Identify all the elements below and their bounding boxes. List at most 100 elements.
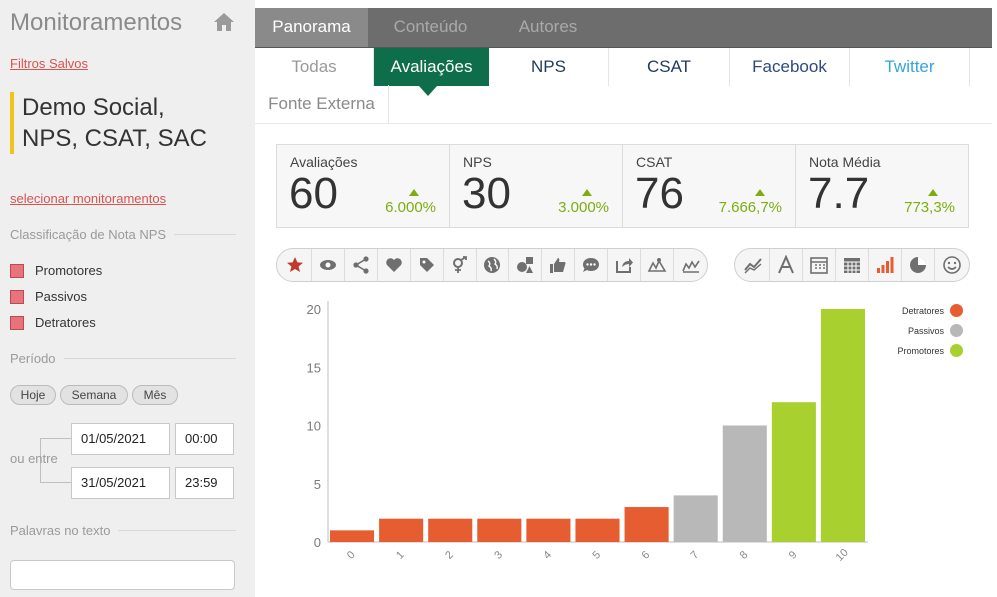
- preset-month-button[interactable]: Mês: [132, 385, 178, 405]
- subtab-todas[interactable]: Todas: [255, 48, 374, 86]
- checkbox-label: Promotores: [35, 263, 103, 278]
- chat-icon[interactable]: [575, 249, 609, 281]
- x-tick-label: 3: [492, 549, 505, 562]
- sidebar: Monitoramentos Filtros Salvos Demo Socia…: [0, 0, 255, 597]
- calendar-icon[interactable]: [803, 249, 836, 281]
- checkbox-label: Passivos: [35, 289, 88, 304]
- monitor-name-line-1: Demo Social,: [22, 94, 165, 121]
- bar-10: [820, 309, 865, 542]
- map-icon[interactable]: [641, 249, 675, 281]
- start-date-field[interactable]: 01/05/2021: [71, 423, 170, 455]
- preset-today-button[interactable]: Hoje: [10, 385, 56, 405]
- words-input[interactable]: [10, 560, 235, 590]
- date-bracket-bottom: [40, 482, 71, 483]
- subtab-fonte-externa[interactable]: Fonte Externa: [255, 85, 389, 123]
- subtab-avaliacoes[interactable]: Avaliações: [374, 48, 489, 86]
- legend-swatch: [950, 344, 963, 357]
- up-arrow-icon: [928, 189, 938, 196]
- gender-icon[interactable]: [444, 249, 477, 281]
- kpi-label: Nota Média: [809, 154, 881, 170]
- kpi-delta: 6.000%: [385, 199, 436, 216]
- calendar-grid-icon[interactable]: [836, 249, 869, 281]
- kpi-label: NPS: [463, 154, 492, 170]
- kpi-delta: 3.000%: [558, 199, 609, 216]
- forward-icon[interactable]: [608, 249, 642, 281]
- line-chart-icon[interactable]: [737, 249, 770, 281]
- kpi-delta: 773,3%: [904, 199, 955, 216]
- checkbox-label: Detratores: [35, 315, 96, 330]
- thumbs-icon[interactable]: [542, 249, 576, 281]
- heart-icon[interactable]: [378, 249, 411, 281]
- kpi-value: 30: [462, 169, 511, 218]
- kpi-label: Avaliações: [290, 154, 358, 170]
- x-tick-label: 4: [541, 549, 554, 562]
- monitor-name: Demo Social, NPS, CSAT, SAC: [10, 92, 240, 154]
- up-arrow-icon: [409, 189, 419, 196]
- kpi-label: CSAT: [636, 154, 673, 170]
- globe-icon[interactable]: [477, 249, 510, 281]
- bar-8: [722, 425, 767, 542]
- x-tick-label: 9: [787, 549, 800, 562]
- kpi-panel: Avaliações 60 6.000% NPS 30 3.000% CSAT …: [276, 144, 969, 228]
- smiley-icon[interactable]: [935, 249, 968, 281]
- words-heading: Palavras no texto: [10, 523, 236, 538]
- up-arrow-icon: [755, 189, 765, 196]
- start-time-field[interactable]: 00:00: [175, 423, 234, 455]
- map-alt-icon[interactable]: [674, 249, 707, 281]
- date-bracket: [40, 438, 41, 482]
- saved-filters-link[interactable]: Filtros Salvos: [10, 56, 89, 71]
- select-monitors-link[interactable]: selecionar monitoramentos: [10, 191, 167, 206]
- pie-chart-icon[interactable]: [902, 249, 935, 281]
- checkbox-passivos[interactable]: Passivos: [10, 289, 87, 304]
- tab-panorama[interactable]: Panorama: [255, 8, 368, 47]
- share-icon[interactable]: [345, 249, 378, 281]
- end-date-field[interactable]: 31/05/2021: [71, 467, 170, 499]
- words-label: Palavras no texto: [10, 523, 111, 538]
- checkbox-promotores[interactable]: Promotores: [10, 263, 102, 278]
- tab-autores[interactable]: Autores: [518, 17, 578, 36]
- chart-type-toolbar: [734, 248, 970, 282]
- eye-icon[interactable]: [312, 249, 345, 281]
- bar-0: [330, 530, 375, 542]
- x-tick-label: 10: [834, 547, 851, 564]
- kpi-value: 7.7: [808, 169, 870, 218]
- bar-6: [624, 507, 669, 542]
- subtab-facebook[interactable]: Facebook: [730, 48, 850, 86]
- bar-3: [477, 518, 522, 542]
- shapes-icon[interactable]: [509, 249, 543, 281]
- kpi-csat: CSAT 76 7.666,7%: [623, 145, 796, 227]
- legend-swatch: [950, 324, 963, 337]
- x-tick-label: 2: [443, 549, 456, 562]
- checkbox-box[interactable]: [10, 289, 24, 304]
- home-icon[interactable]: [213, 12, 235, 32]
- nps-classification-label: Classificação de Nota NPS: [10, 227, 167, 242]
- legend-label: Promotores: [897, 345, 944, 356]
- legend-detratores: Detratores: [880, 304, 963, 317]
- subtab-csat[interactable]: CSAT: [609, 48, 730, 86]
- subtab-twitter[interactable]: Twitter: [850, 48, 970, 86]
- y-tick-label: 15: [307, 360, 321, 375]
- top-tab-bar: Panorama Conteúdo Autores: [255, 8, 992, 48]
- active-tab-pointer: [419, 86, 437, 96]
- or-between-label: ou entre: [10, 451, 58, 466]
- bar-2: [428, 518, 473, 542]
- legend-label: Detratores: [901, 305, 944, 316]
- up-arrow-icon: [582, 189, 592, 196]
- checkbox-detratores[interactable]: Detratores: [10, 315, 96, 330]
- bar-4: [526, 518, 571, 542]
- tag-icon[interactable]: [411, 249, 444, 281]
- kpi-value: 60: [289, 169, 338, 218]
- subtab-nps[interactable]: NPS: [489, 48, 609, 86]
- bar-chart-icon[interactable]: [869, 249, 902, 281]
- nps-bar-chart: 0 5 10 15 20 0 1 2 3 4 5 6 7 8 9 10: [307, 301, 868, 564]
- preset-week-button[interactable]: Semana: [60, 385, 128, 405]
- star-icon[interactable]: [279, 249, 312, 281]
- font-icon[interactable]: [770, 249, 803, 281]
- tab-conteudo[interactable]: Conteúdo: [393, 17, 468, 36]
- checkbox-box[interactable]: [10, 315, 24, 330]
- checkbox-box[interactable]: [10, 263, 24, 278]
- x-tick-label: 7: [689, 549, 702, 562]
- end-time-field[interactable]: 23:59: [175, 467, 234, 499]
- period-heading: Período: [10, 351, 236, 366]
- y-tick-label: 20: [307, 302, 321, 317]
